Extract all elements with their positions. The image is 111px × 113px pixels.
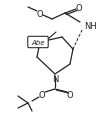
Text: Abe: Abe [31,40,45,46]
Text: O: O [67,91,73,100]
Text: N: N [52,75,58,84]
Text: O: O [76,4,82,12]
Text: NH: NH [84,21,97,30]
Text: O: O [39,91,45,100]
Text: O: O [37,9,43,18]
FancyBboxPatch shape [28,37,48,48]
